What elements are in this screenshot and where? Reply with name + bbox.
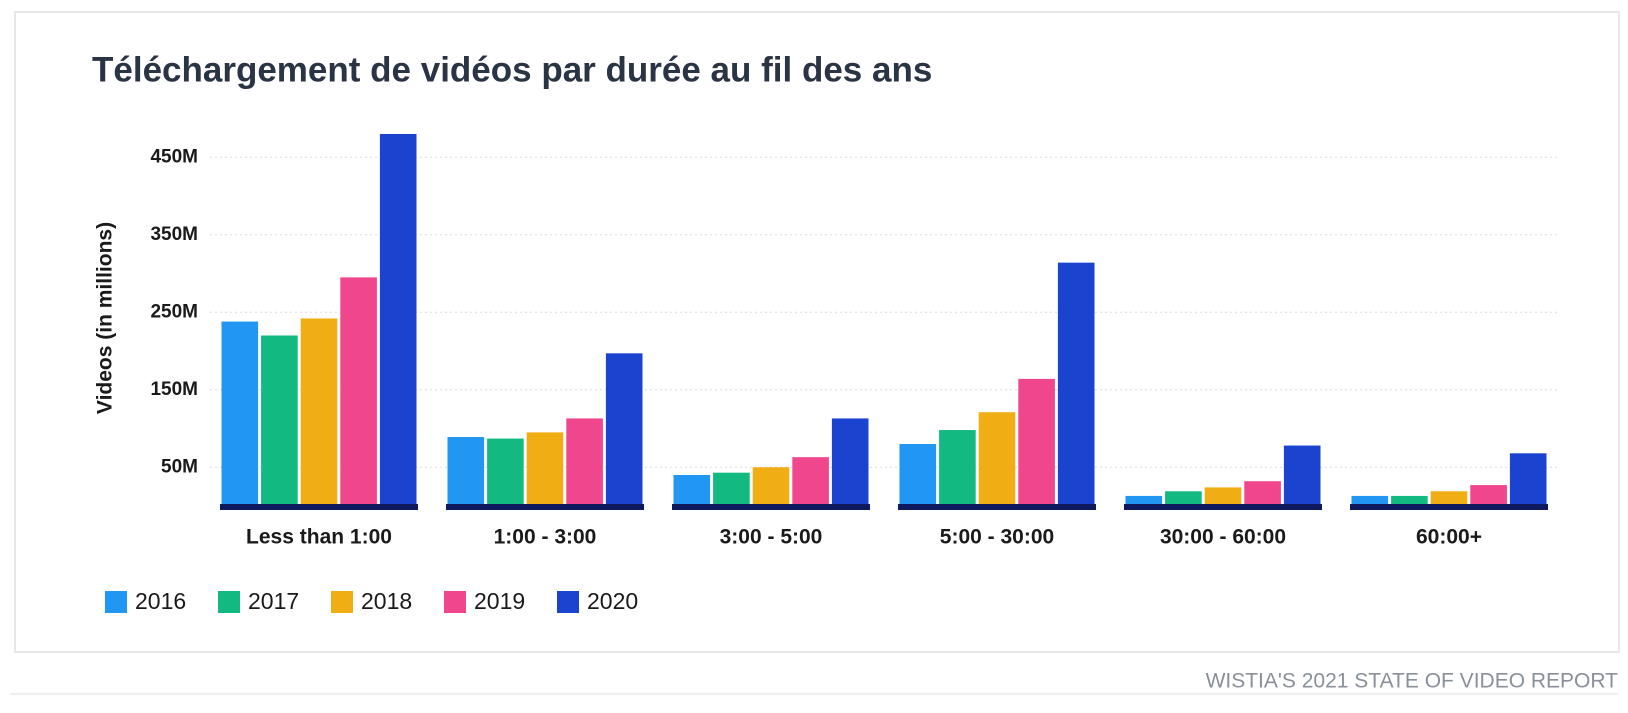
bar [1391, 495, 1428, 506]
bar [673, 475, 711, 506]
bar [792, 457, 829, 506]
legend-swatch [218, 591, 240, 613]
bar [1244, 481, 1281, 506]
bar [1283, 445, 1321, 506]
bar [831, 418, 869, 506]
y-tick-label: 450M [150, 146, 198, 167]
x-tick-label: 1:00 - 3:00 [494, 526, 597, 549]
x-tick-label: Less than 1:00 [246, 526, 392, 549]
bar [1165, 491, 1202, 506]
legend-label: 2016 [135, 588, 186, 614]
bar [261, 335, 298, 506]
baseline [1350, 504, 1548, 510]
legend-label: 2019 [474, 588, 525, 614]
legend-swatch [331, 591, 353, 613]
bar [939, 430, 976, 506]
y-tick-label: 50M [161, 456, 198, 477]
x-tick-label: 60:00+ [1416, 526, 1482, 549]
bar [713, 472, 750, 506]
bar [340, 277, 377, 506]
card [14, 11, 1620, 653]
bar [487, 438, 524, 506]
bar [605, 353, 643, 506]
baseline [1124, 504, 1322, 510]
legend-label: 2018 [361, 588, 412, 614]
bar [1018, 378, 1055, 506]
legend-swatch [444, 591, 466, 613]
legend-swatch [105, 591, 127, 613]
legend-swatch [557, 591, 579, 613]
baseline [672, 504, 870, 510]
legend-label: 2020 [587, 588, 638, 614]
bar [566, 418, 603, 506]
baseline [898, 504, 1096, 510]
bar [752, 467, 790, 506]
bar [379, 134, 417, 506]
bar [1509, 453, 1547, 506]
bar [1470, 485, 1507, 506]
y-tick-label: 150M [150, 379, 198, 400]
bar [1125, 495, 1163, 506]
bar [1204, 487, 1242, 506]
x-tick-label: 3:00 - 5:00 [720, 526, 823, 549]
source: WISTIA'S 2021 STATE OF VIDEO REPORT [1206, 670, 1619, 693]
baseline [446, 504, 644, 510]
bar [300, 318, 338, 506]
bar [221, 321, 259, 506]
bar [1351, 495, 1389, 506]
bar [526, 432, 564, 506]
x-tick-label: 30:00 - 60:00 [1160, 526, 1286, 549]
legend-label: 2017 [248, 588, 299, 614]
bar [978, 412, 1016, 506]
baseline [220, 504, 418, 510]
bar [899, 444, 937, 506]
bar [447, 437, 485, 506]
y-tick-label: 350M [150, 224, 198, 245]
chart-title: Téléchargement de vidéos par durée au fi… [92, 50, 932, 89]
bar [1057, 262, 1095, 506]
x-tick-label: 5:00 - 30:00 [940, 526, 1054, 549]
bar [1430, 491, 1468, 506]
y-tick-label: 250M [150, 301, 198, 322]
y-axis-label: Videos (in millions) [94, 222, 117, 414]
